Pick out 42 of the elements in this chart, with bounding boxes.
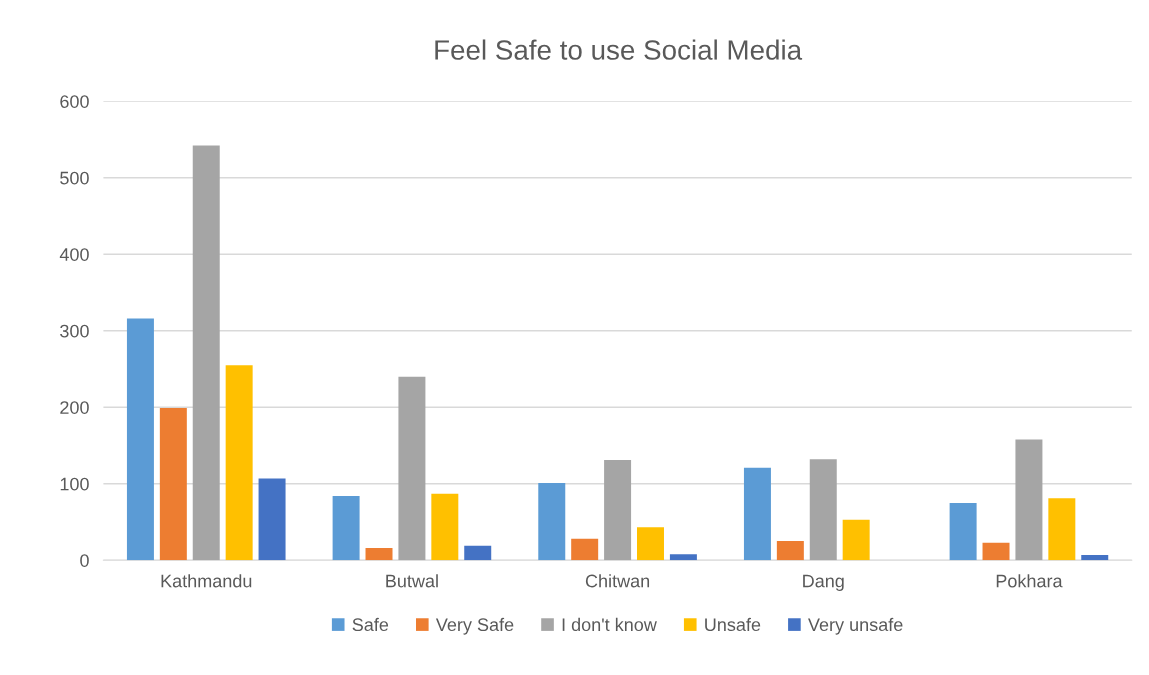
bar (258, 478, 286, 561)
bar (1081, 554, 1109, 561)
bar (159, 408, 187, 561)
bar (126, 318, 154, 561)
y-tick-label: 0 (80, 554, 89, 567)
bar (842, 519, 870, 561)
bar (225, 365, 253, 561)
bar (538, 482, 566, 561)
x-tick-label: Chitwan (585, 574, 650, 588)
bar (365, 548, 393, 561)
bar (982, 542, 1010, 561)
bar (571, 538, 599, 561)
y-tick-label: 300 (60, 324, 89, 338)
legend-label: Unsafe (705, 617, 761, 632)
bar (809, 459, 837, 561)
bar (743, 467, 771, 561)
legend-label: Safe (352, 617, 389, 632)
bar (637, 527, 664, 561)
x-tick-label: Dang (803, 574, 844, 591)
bar (332, 495, 360, 561)
bar (604, 460, 632, 561)
legend-label: Very unsafe (808, 617, 903, 635)
bar (669, 554, 697, 561)
y-tick-label: 500 (60, 171, 89, 185)
legend-label: I don't know (562, 617, 657, 632)
bar (1048, 498, 1076, 561)
legend-label: Very Safe (435, 617, 514, 635)
x-tick-label: Pokhara (996, 574, 1063, 588)
x-tick-label: Butwal (386, 574, 438, 588)
bar (949, 502, 977, 561)
bar (398, 376, 426, 561)
y-tick-label: 200 (60, 401, 89, 414)
bar (192, 145, 220, 561)
bar (776, 541, 804, 561)
y-tick-label: 600 (60, 95, 89, 108)
y-tick-label: 100 (60, 477, 89, 491)
chart-title: Feel Safe to use Social Media (435, 39, 803, 60)
bar (431, 493, 459, 561)
x-tick-label: Kathmandu (161, 574, 252, 588)
y-tick-label: 400 (59, 248, 89, 261)
bar (1015, 439, 1043, 561)
bar (464, 545, 492, 561)
